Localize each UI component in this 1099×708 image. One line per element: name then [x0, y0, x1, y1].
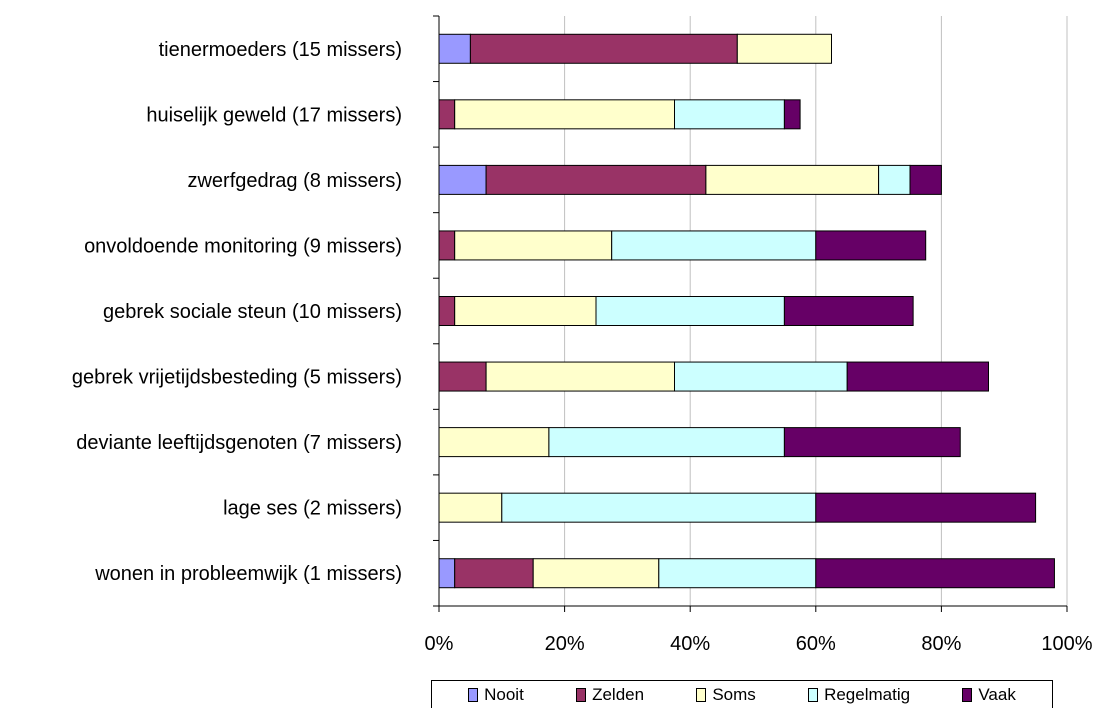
legend-label: Soms — [712, 684, 756, 704]
x-tick-label: 20% — [545, 633, 585, 655]
bar-segment-regelmatig — [674, 361, 848, 392]
axes — [433, 15, 1068, 612]
bar-segment-regelmatig — [611, 230, 817, 261]
bar-segment-soms — [454, 230, 613, 261]
bar-segment-vaak — [815, 492, 1037, 523]
bar-segment-soms — [705, 164, 880, 195]
bar-segment-soms — [532, 558, 660, 589]
legend-label: Regelmatig — [824, 684, 911, 704]
category-label: lage ses (2 missers) — [223, 498, 402, 520]
legend-label: Nooit — [484, 684, 524, 704]
legend-item-nooit: Nooit — [468, 685, 524, 705]
bar-segment-vaak — [783, 296, 914, 326]
bars — [438, 33, 1055, 589]
legend-item-regelmatig: Regelmatig — [808, 685, 910, 705]
category-label: tienermoeders (15 missers) — [159, 39, 402, 61]
bar-segment-regelmatig — [658, 558, 817, 589]
bar-segment-vaak — [815, 558, 1055, 589]
x-tick-label: 100% — [1041, 633, 1092, 655]
legend-item-soms: Soms — [696, 684, 756, 705]
bar-segment-zelden — [469, 33, 738, 64]
category-label: gebrek vrijetijdsbesteding (5 missers) — [72, 367, 402, 389]
bar-segment-soms — [438, 492, 503, 523]
bar-segment-regelmatig — [595, 296, 785, 326]
bar-segment-vaak — [783, 427, 961, 458]
legend: Nooit Zelden Soms Regelmatig Vaak — [431, 680, 1053, 708]
bar-segment-regelmatig — [501, 492, 817, 523]
bar-segment-zelden — [485, 164, 707, 195]
category-label: gebrek sociale steun (10 missers) — [103, 301, 402, 323]
x-tick-label: 0% — [425, 633, 454, 655]
bar-segment-soms — [485, 361, 675, 392]
bar-segment-regelmatig — [878, 164, 911, 195]
bar-segment-nooit — [438, 164, 487, 195]
bar-segment-nooit — [438, 33, 471, 64]
legend-swatch — [468, 687, 479, 702]
bar-segment-soms — [454, 296, 597, 326]
bar-segment-zelden — [438, 230, 456, 261]
legend-swatch — [576, 687, 587, 702]
legend-swatch — [962, 687, 973, 702]
x-tick-label: 60% — [796, 633, 836, 655]
legend-item-vaak: Vaak — [962, 685, 1016, 705]
category-label: deviante leeftijdsgenoten (7 missers) — [76, 432, 402, 454]
category-label: wonen in probleemwijk (1 missers) — [94, 563, 402, 585]
bar-segment-vaak — [909, 164, 942, 195]
x-tick-label: 80% — [921, 633, 961, 655]
bar-segment-vaak — [815, 230, 927, 261]
x-tick-labels: 0% 20% 40% 60% 80% 100% — [425, 633, 1093, 655]
bar-segment-soms — [454, 99, 676, 130]
bar-segment-nooit — [438, 558, 456, 589]
bar-segment-soms — [438, 427, 550, 458]
category-labels: tienermoeders (15 missers) huiselijk gewe… — [72, 39, 402, 585]
legend-swatch — [808, 687, 819, 702]
bar-segment-vaak — [783, 99, 801, 130]
category-label: huiselijk geweld (17 missers) — [146, 104, 402, 126]
category-label: onvoldoende monitoring (9 missers) — [84, 235, 402, 257]
bar-segment-zelden — [438, 296, 456, 326]
legend-item-zelden: Zelden — [576, 685, 644, 705]
bar-segment-regelmatig — [674, 99, 785, 130]
bar-segment-vaak — [846, 361, 990, 392]
legend-label: Vaak — [978, 684, 1016, 704]
bar-segment-zelden — [454, 558, 534, 589]
category-label: zwerfgedrag (8 missers) — [187, 170, 402, 192]
bar-segment-zelden — [438, 99, 456, 130]
bar-segment-zelden — [438, 361, 487, 392]
legend-label: Zelden — [592, 684, 645, 704]
bar-segment-regelmatig — [548, 427, 785, 458]
bar-segment-soms — [736, 33, 832, 64]
legend-swatch — [696, 687, 707, 702]
x-tick-label: 40% — [670, 633, 710, 655]
